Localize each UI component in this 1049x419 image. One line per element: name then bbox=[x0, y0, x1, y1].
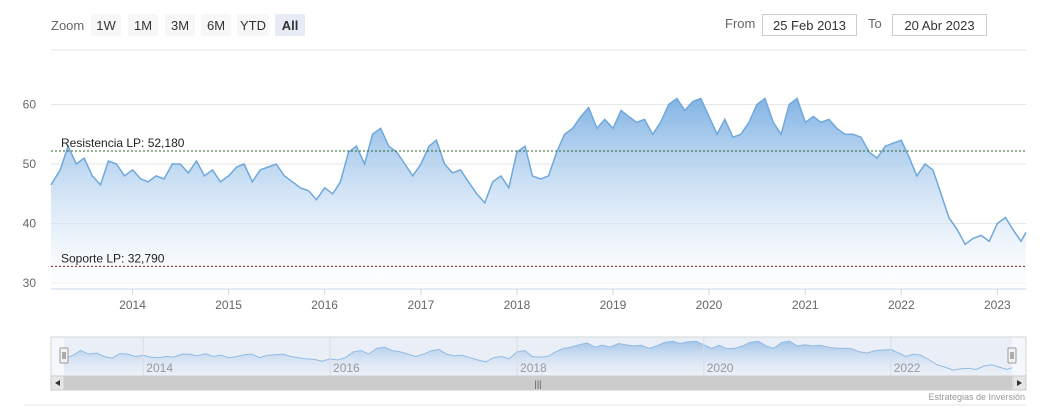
zoom-button-label: YTD bbox=[240, 18, 266, 33]
navigator-label: 2020 bbox=[707, 361, 734, 375]
arrow-left-icon bbox=[55, 380, 60, 386]
x-tick-label: 2023 bbox=[984, 298, 1011, 312]
zoom-label: Zoom bbox=[51, 18, 84, 33]
zoom-button-label: 3M bbox=[171, 18, 189, 33]
y-tick-label: 50 bbox=[23, 157, 37, 171]
x-tick-label: 2019 bbox=[600, 298, 627, 312]
zoom-buttons: 1W 1M 3M 6M YTD All bbox=[91, 14, 305, 36]
navigator-labels: 2014 2016 2018 2020 2022 bbox=[142, 337, 921, 376]
series-line bbox=[50, 97, 1027, 246]
navigator-mask bbox=[64, 337, 1012, 376]
zoom-button-label: 1M bbox=[134, 18, 152, 33]
navigator-label: 2014 bbox=[146, 361, 173, 375]
y-tick-label: 40 bbox=[23, 217, 37, 231]
zoom-button-6m[interactable]: 6M bbox=[201, 14, 231, 36]
arrow-right-icon bbox=[1017, 380, 1022, 386]
chart-credit: Estrategias de Inversión bbox=[928, 392, 1025, 402]
zoom-button-1m[interactable]: 1M bbox=[128, 14, 158, 36]
navigator-label: 2018 bbox=[520, 361, 547, 375]
x-tick-label: 2021 bbox=[792, 298, 819, 312]
x-tick-label: 2014 bbox=[119, 298, 146, 312]
x-tick-label: 2020 bbox=[696, 298, 723, 312]
zoom-button-1w[interactable]: 1W bbox=[91, 14, 121, 36]
annotations: Resistencia LP: 52,180 Soporte LP: 32,790 bbox=[51, 136, 1026, 267]
to-label: To bbox=[868, 16, 882, 31]
to-date-input[interactable]: 20 Abr 2023 bbox=[892, 14, 987, 36]
scrollbar-thumb[interactable] bbox=[64, 376, 1012, 390]
y-tick-label: 60 bbox=[23, 98, 37, 112]
navigator-label: 2016 bbox=[333, 361, 360, 375]
navigator-line bbox=[63, 340, 1013, 371]
zoom-button-label: All bbox=[282, 18, 299, 33]
x-tick-label: 2016 bbox=[311, 298, 338, 312]
support-label: Soporte LP: 32,790 bbox=[61, 251, 165, 265]
y-tick-label: 30 bbox=[23, 276, 37, 290]
zoom-button-label: 1W bbox=[96, 18, 116, 33]
scrollbar-grip: ||| bbox=[534, 379, 541, 389]
x-tick-label: 2017 bbox=[408, 298, 435, 312]
from-date-input[interactable]: 25 Feb 2013 bbox=[762, 14, 857, 36]
x-axis: 2014 2015 2016 2017 2018 2019 2020 2021 2022 2023 bbox=[119, 289, 1011, 312]
zoom-button-ytd[interactable]: YTD bbox=[237, 14, 269, 36]
zoom-button-label: 6M bbox=[207, 18, 225, 33]
navigator-label: 2022 bbox=[894, 361, 921, 375]
zoom-button-all[interactable]: All bbox=[275, 14, 305, 36]
navigator-area bbox=[64, 341, 1012, 376]
y-axis: 30 40 50 60 bbox=[23, 98, 37, 291]
scrollbar[interactable]: ||| bbox=[50, 375, 1027, 391]
navigator-handle-right[interactable] bbox=[1007, 347, 1017, 364]
x-tick-label: 2015 bbox=[215, 298, 242, 312]
series-area bbox=[51, 98, 1026, 289]
from-label: From bbox=[725, 16, 756, 31]
x-tick-label: 2018 bbox=[504, 298, 531, 312]
resistance-label: Resistencia LP: 52,180 bbox=[61, 136, 185, 150]
navigator-handle-left[interactable] bbox=[59, 347, 69, 364]
navigator[interactable]: 2014 2016 2018 2020 2022 bbox=[50, 336, 1027, 377]
zoom-button-3m[interactable]: 3M bbox=[165, 14, 195, 36]
x-tick-label: 2022 bbox=[888, 298, 915, 312]
